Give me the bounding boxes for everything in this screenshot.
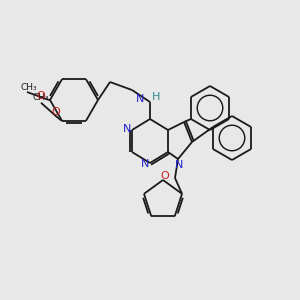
Text: N: N bbox=[175, 160, 183, 170]
Text: O: O bbox=[52, 107, 60, 117]
Text: O: O bbox=[37, 91, 45, 101]
Text: CH₃: CH₃ bbox=[33, 93, 49, 102]
Text: N: N bbox=[141, 159, 149, 169]
Text: O: O bbox=[160, 171, 169, 181]
Text: H: H bbox=[152, 92, 160, 102]
Text: N: N bbox=[123, 124, 131, 134]
Text: N: N bbox=[136, 94, 144, 104]
Text: CH₃: CH₃ bbox=[21, 82, 37, 91]
